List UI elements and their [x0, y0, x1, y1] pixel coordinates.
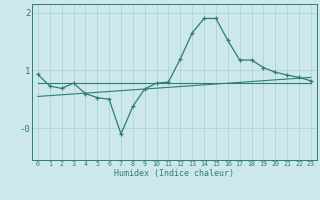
X-axis label: Humidex (Indice chaleur): Humidex (Indice chaleur): [115, 169, 234, 178]
